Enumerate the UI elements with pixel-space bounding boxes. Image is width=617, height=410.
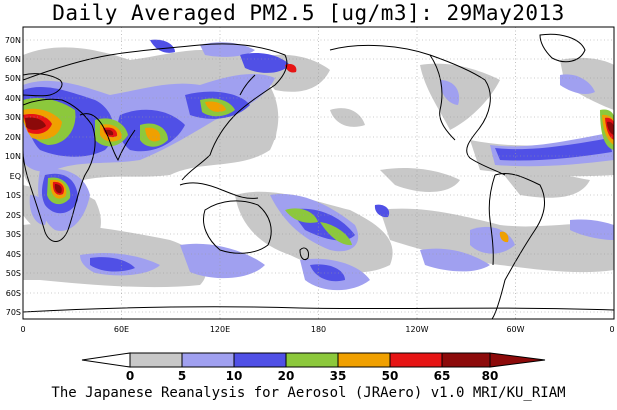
colorbar-segment-2 <box>181 352 235 368</box>
gridlines <box>23 27 614 319</box>
lat-label: 40S <box>6 250 21 259</box>
colorbar-segment-3 <box>233 352 287 368</box>
lat-label: 50N <box>5 74 21 83</box>
lat-label: 20N <box>5 133 21 142</box>
lat-label: 40N <box>5 94 21 103</box>
lon-label: 180 <box>311 325 326 334</box>
lon-label: 0 <box>609 325 614 334</box>
colorbar-label: 50 <box>382 369 399 383</box>
lon-label: 60E <box>114 325 129 334</box>
colorbar: 0 5 10 20 35 50 65 80 <box>81 352 546 383</box>
colorbar-label: 20 <box>278 369 295 383</box>
lon-label: 120W <box>405 325 428 334</box>
pm25-band-80-plus <box>25 117 614 194</box>
colorbar-label: 65 <box>434 369 451 383</box>
map-credit: The Japanese Reanalysis for Aerosol (JRA… <box>51 385 566 401</box>
colorbar-label: 0 <box>126 369 134 383</box>
colorbar-label: 80 <box>482 369 499 383</box>
colorbar-segment-0 <box>81 352 131 368</box>
colorbar-segment-6 <box>389 352 443 368</box>
lon-label: 120E <box>210 325 230 334</box>
colorbar-segment-4 <box>285 352 339 368</box>
pm25-field <box>23 27 614 319</box>
colorbar-label: 10 <box>226 369 243 383</box>
colorbar-segment-8 <box>489 352 546 368</box>
lat-label: 60S <box>6 289 21 298</box>
map-title: Daily Averaged PM2.5 [ug/m3]: 29May2013 <box>52 1 565 25</box>
lon-label: 0 <box>20 325 25 334</box>
colorbar-label: 35 <box>330 369 347 383</box>
lat-label: 20S <box>6 211 21 220</box>
lat-label: 50S <box>6 269 21 278</box>
lat-label: 60N <box>5 55 21 64</box>
lat-label: 10S <box>6 191 21 200</box>
lon-axis: 0 60E 120E 180 120W 60W 0 <box>20 325 614 334</box>
colorbar-segment-1 <box>129 352 183 368</box>
lat-label: 70N <box>5 36 21 45</box>
colorbar-label: 5 <box>178 369 186 383</box>
colorbar-segment-5 <box>337 352 391 368</box>
lat-label: EQ <box>10 172 21 181</box>
colorbar-segment-7 <box>441 352 491 368</box>
lat-axis: 70N 60N 50N 40N 30N 20N 10N EQ 10S 20S 3… <box>5 36 21 317</box>
lat-label: 10N <box>5 152 21 161</box>
lat-label: 30S <box>6 230 21 239</box>
lat-label: 30N <box>5 113 21 122</box>
lat-label: 70S <box>6 308 21 317</box>
plot-frame <box>22 26 615 320</box>
lon-label: 60W <box>506 325 524 334</box>
